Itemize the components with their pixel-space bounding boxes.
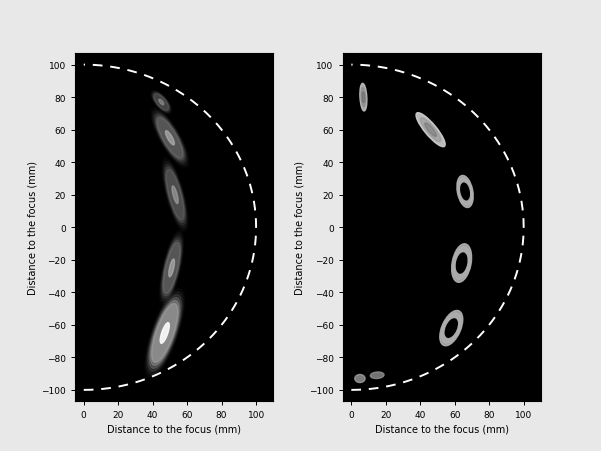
Ellipse shape xyxy=(370,372,384,379)
Ellipse shape xyxy=(153,94,169,112)
Ellipse shape xyxy=(150,301,179,366)
Ellipse shape xyxy=(162,238,182,299)
X-axis label: Distance to the focus (mm): Distance to the focus (mm) xyxy=(375,423,509,433)
Ellipse shape xyxy=(420,119,441,142)
Y-axis label: Distance to the focus (mm): Distance to the focus (mm) xyxy=(294,161,305,295)
Ellipse shape xyxy=(361,88,366,108)
Ellipse shape xyxy=(154,114,185,163)
Ellipse shape xyxy=(445,319,457,337)
Ellipse shape xyxy=(355,375,365,383)
Ellipse shape xyxy=(156,116,184,161)
Ellipse shape xyxy=(161,235,182,301)
Ellipse shape xyxy=(440,311,463,346)
Ellipse shape xyxy=(159,230,184,307)
Ellipse shape xyxy=(166,170,184,221)
Ellipse shape xyxy=(163,162,187,228)
Ellipse shape xyxy=(453,247,470,280)
Ellipse shape xyxy=(165,165,186,226)
Ellipse shape xyxy=(147,292,183,374)
Ellipse shape xyxy=(458,179,472,206)
Ellipse shape xyxy=(163,240,181,296)
Ellipse shape xyxy=(160,233,183,304)
Ellipse shape xyxy=(151,92,171,114)
Ellipse shape xyxy=(151,108,189,169)
Ellipse shape xyxy=(172,186,178,204)
Ellipse shape xyxy=(165,167,185,223)
Ellipse shape xyxy=(152,92,171,113)
Ellipse shape xyxy=(442,313,461,343)
Ellipse shape xyxy=(451,244,472,283)
Ellipse shape xyxy=(148,295,182,372)
Ellipse shape xyxy=(149,298,180,368)
Ellipse shape xyxy=(461,184,469,200)
Ellipse shape xyxy=(145,289,185,377)
Ellipse shape xyxy=(151,304,178,363)
Ellipse shape xyxy=(165,131,174,146)
Ellipse shape xyxy=(160,323,169,344)
Ellipse shape xyxy=(163,243,180,294)
Ellipse shape xyxy=(169,259,174,277)
Ellipse shape xyxy=(153,112,187,165)
Y-axis label: Distance to the focus (mm): Distance to the focus (mm) xyxy=(27,161,37,295)
X-axis label: Distance to the focus (mm): Distance to the focus (mm) xyxy=(107,423,241,433)
Ellipse shape xyxy=(360,84,367,112)
Ellipse shape xyxy=(456,253,467,273)
Ellipse shape xyxy=(154,95,168,111)
Ellipse shape xyxy=(416,113,445,147)
Ellipse shape xyxy=(152,110,188,167)
Ellipse shape xyxy=(425,124,436,137)
Ellipse shape xyxy=(457,176,473,208)
Ellipse shape xyxy=(362,92,365,103)
Ellipse shape xyxy=(163,160,188,230)
Ellipse shape xyxy=(157,118,183,159)
Ellipse shape xyxy=(159,100,164,106)
Ellipse shape xyxy=(153,93,170,112)
